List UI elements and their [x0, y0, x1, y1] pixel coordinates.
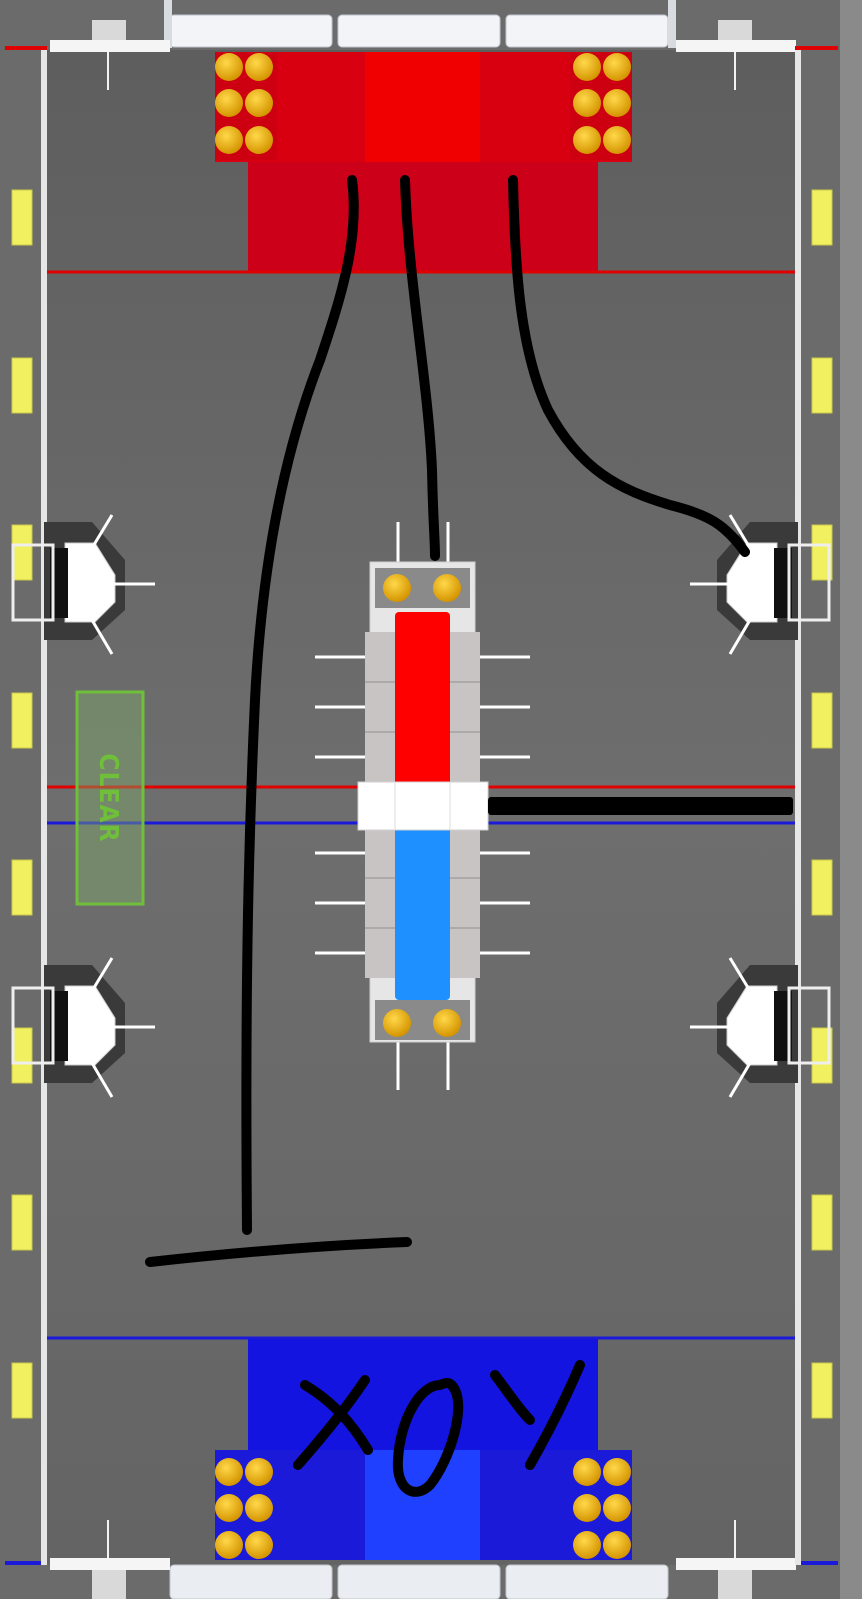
- robot-station-icon: [690, 514, 831, 655]
- ball-icon: [603, 126, 631, 154]
- bumper-pad-icon: [811, 692, 833, 749]
- bumper-pad-icon: [11, 859, 33, 916]
- handwritten-letter-y: [490, 1360, 585, 1470]
- robot-station-icon: [690, 957, 831, 1098]
- ball-icon: [245, 1458, 273, 1486]
- ball-icon: [245, 53, 273, 81]
- ball-icon: [573, 89, 601, 117]
- ball-icon: [433, 574, 461, 602]
- center-red-bar: [395, 612, 450, 787]
- center-structure: [315, 522, 793, 1090]
- bumper-pad-icon: [11, 1362, 33, 1419]
- ball-icon: [383, 574, 411, 602]
- bumper-pad-icon: [811, 189, 833, 246]
- ball-icon: [603, 89, 631, 117]
- ball-icon: [215, 1531, 243, 1559]
- robot-stations: [11, 514, 831, 1098]
- bumper-pad-icon: [811, 1194, 833, 1251]
- bumper-pad-icon: [811, 1027, 833, 1084]
- bumper-pad-icon: [811, 859, 833, 916]
- ball-icon: [573, 1531, 601, 1559]
- bumper-pad-icon: [11, 692, 33, 749]
- bumper-pads-right: [811, 189, 833, 1419]
- marker-path-middle: [400, 175, 440, 561]
- ball-icon: [573, 53, 601, 81]
- ball-icon: [603, 1458, 631, 1486]
- ball-icon: [383, 1009, 411, 1037]
- center-white-block: [357, 781, 489, 831]
- robot-station-icon: [11, 514, 155, 655]
- handwritten-letters: [293, 1360, 585, 1497]
- ball-icon: [215, 89, 243, 117]
- ball-icon: [245, 1531, 273, 1559]
- ball-icon: [603, 1494, 631, 1522]
- marker-path-left: [241, 175, 359, 1235]
- bottom-wall: [5, 1520, 838, 1599]
- center-blue-bar: [395, 823, 450, 1000]
- ball-icon: [603, 53, 631, 81]
- right-wall: [795, 50, 801, 1565]
- outer-margin-right: [840, 0, 862, 1599]
- ball-icon: [215, 1458, 243, 1486]
- ball-clusters: [215, 53, 631, 1559]
- ball-icon: [573, 1494, 601, 1522]
- ball-icon: [573, 126, 601, 154]
- bumper-pad-icon: [11, 1027, 33, 1084]
- ball-icon: [245, 1494, 273, 1522]
- ball-icon: [603, 1531, 631, 1559]
- bumper-pad-icon: [11, 1194, 33, 1251]
- ball-icon: [215, 126, 243, 154]
- bumper-pad-icon: [11, 524, 33, 581]
- ball-icon: [433, 1009, 461, 1037]
- robot-station-icon: [11, 957, 155, 1098]
- ball-icon: [573, 1458, 601, 1486]
- bumper-pad-icon: [811, 524, 833, 581]
- bumper-pads-left: [11, 189, 33, 1419]
- marker-path-bottom-tick: [145, 1237, 412, 1267]
- blue-alliance-zone: [215, 1338, 632, 1560]
- clear-zone-label: CLEAR: [93, 753, 123, 842]
- center-black-bar: [488, 797, 793, 815]
- top-wall: [5, 0, 838, 90]
- bumper-pad-icon: [11, 189, 33, 246]
- handwritten-letter-x: [293, 1375, 373, 1470]
- ball-icon: [215, 1494, 243, 1522]
- handwritten-letter-o: [392, 1378, 464, 1497]
- bumper-pad-icon: [11, 357, 33, 414]
- bumper-pad-icon: [811, 1362, 833, 1419]
- marker-path-right: [508, 175, 750, 557]
- red-alliance-zone: [215, 52, 632, 272]
- bumper-pad-icon: [811, 357, 833, 414]
- left-wall: [41, 50, 47, 1565]
- ball-icon: [245, 89, 273, 117]
- ball-icon: [245, 126, 273, 154]
- marker-paths: [145, 175, 750, 1267]
- ball-icon: [215, 53, 243, 81]
- clear-zone: CLEAR: [75, 690, 145, 906]
